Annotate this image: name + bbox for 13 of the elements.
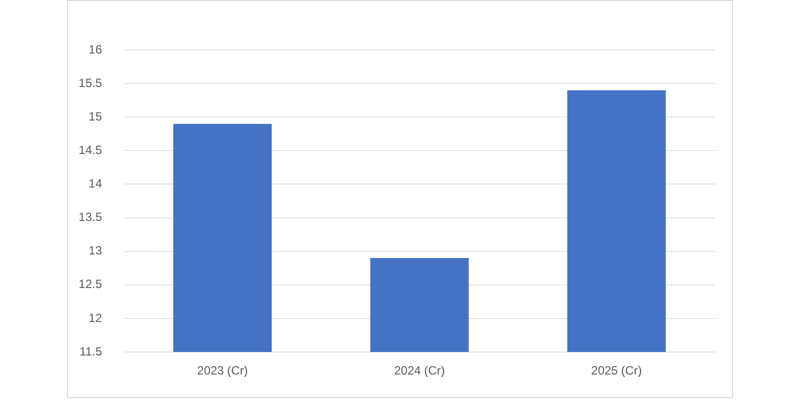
x-tick-label: 2024 (Cr) bbox=[394, 364, 445, 378]
y-tick-label: 12.5 bbox=[78, 277, 102, 292]
y-tick-label: 11.5 bbox=[80, 344, 102, 358]
y-tick-label: 16 bbox=[88, 42, 102, 56]
y-tick-label: 15 bbox=[88, 109, 102, 124]
x-tick-label: 2025 (Cr) bbox=[591, 364, 642, 378]
y-tick-label: 12 bbox=[88, 310, 102, 325]
y-tick-label: 15.5 bbox=[78, 76, 102, 90]
y-tick-label: 14 bbox=[88, 176, 102, 191]
y-tick-label: 14.5 bbox=[78, 142, 102, 157]
x-tick-label: 2023 (Cr) bbox=[197, 364, 248, 378]
y-tick-label: 13 bbox=[88, 244, 102, 258]
y-tick-label: 13.5 bbox=[78, 210, 102, 224]
